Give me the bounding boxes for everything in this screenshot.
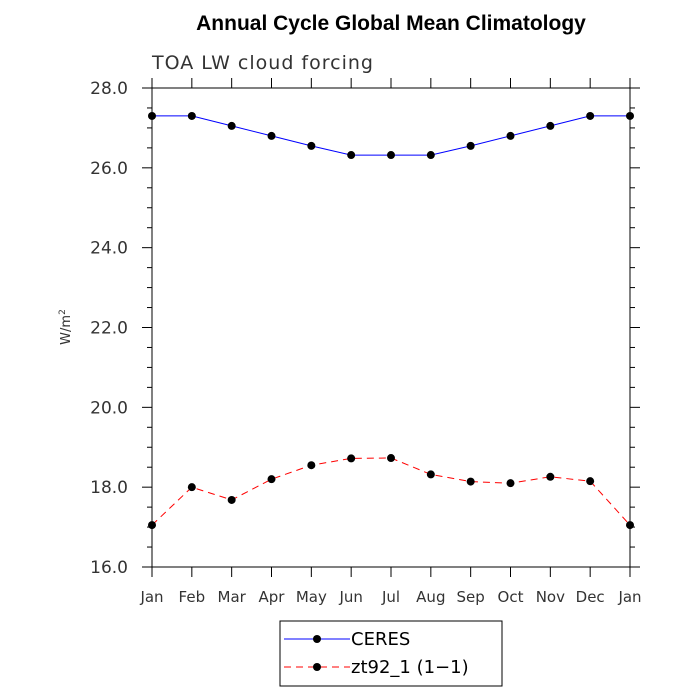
legend-box [279,620,503,687]
data-point-s1-10 [546,472,555,481]
x-tick-label: May [296,588,327,606]
data-point-s0-10 [546,121,555,130]
y-tick-label: 18.0 [90,478,128,498]
x-tick-label: Oct [498,588,524,606]
y-tick-label: 22.0 [90,319,128,339]
data-point-s1-2 [227,495,236,504]
data-point-s1-5 [347,454,356,463]
data-point-s1-8 [466,477,475,486]
data-point-s0-7 [426,151,435,160]
y-tick-label: 28.0 [90,79,128,99]
x-tick-label: Aug [416,588,445,606]
chart-title: Annual Cycle Global Mean Climatology [196,12,586,35]
x-tick-label: Sep [457,588,485,606]
data-point-s0-11 [586,111,595,120]
data-point-s1-6 [387,454,395,463]
data-point-s0-5 [347,151,356,160]
series-layer [148,111,634,530]
x-tick-label: Mar [218,588,247,606]
data-point-s0-1 [187,111,196,120]
data-point-s1-9 [506,479,515,488]
series-line-1 [151,457,631,526]
legend: CERES zt92_1 (1−1) [279,620,503,687]
legend-label-zt92: zt92_1 (1−1) [351,657,469,678]
x-tick-label: Feb [179,588,206,606]
legend-marker-zt92 [313,663,321,671]
y-axis-label: W/m2 [58,309,74,345]
x-tick-label: Nov [536,588,565,606]
x-tick-label: Jan [617,588,641,606]
legend-label-ceres: CERES [351,629,410,650]
data-point-s0-3 [267,131,276,140]
x-tick-label: Apr [259,588,286,606]
y-axis: 16.0 18.0 20.0 22.0 24.0 26.0 28.0 [90,79,640,578]
data-point-s0-2 [227,121,236,130]
data-point-s1-11 [586,477,595,486]
data-point-s1-12 [626,521,634,530]
y-tick-label: 24.0 [90,239,128,259]
y-tick-label: 20.0 [90,398,128,418]
data-point-s1-4 [307,461,316,470]
series-line-0 [152,115,630,156]
y-tick-label: 16.0 [90,558,128,578]
plot-frame [151,87,631,568]
x-tick-label: Dec [576,588,605,606]
data-point-s0-4 [307,141,316,150]
x-axis: Jan Feb Mar Apr May Jun Jul Aug Sep Oct Nov Dec Jan [139,78,642,606]
x-tick-label: Jan [139,588,163,606]
x-tick-label: Jul [381,588,400,606]
data-point-s0-0 [148,111,156,120]
y-tick-label: 26.0 [90,159,128,179]
data-point-s0-8 [466,141,475,150]
data-point-s0-12 [626,111,634,120]
x-tick-label: Jun [338,588,362,606]
data-point-s1-7 [426,470,435,479]
data-point-s0-9 [506,131,515,140]
data-point-s1-0 [148,521,156,530]
legend-marker-ceres [313,635,321,643]
data-point-s0-6 [387,151,395,160]
data-point-s1-1 [187,483,196,492]
data-point-s1-3 [267,475,276,484]
chart-subtitle: TOA LW cloud forcing [151,52,374,74]
